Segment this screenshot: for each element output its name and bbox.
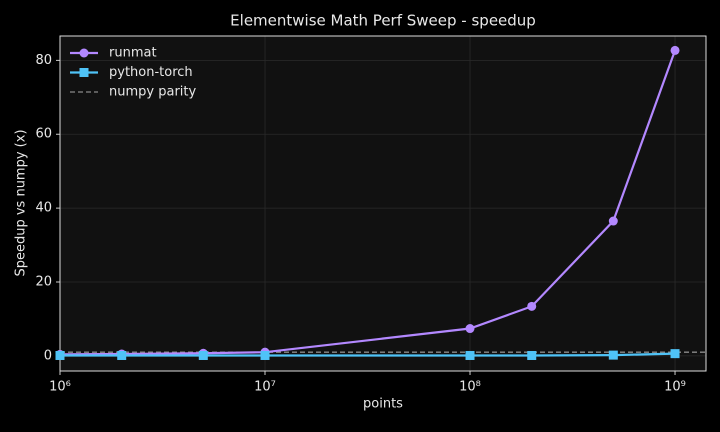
x-tick-label: 10⁸ <box>459 380 481 395</box>
y-tick-label: 60 <box>35 127 52 142</box>
data-point <box>260 350 270 360</box>
data-point <box>608 216 618 226</box>
series-line <box>60 352 676 357</box>
data-point <box>465 324 475 334</box>
legend-marker <box>79 48 89 58</box>
axes-frame <box>59 35 707 372</box>
data-point <box>527 301 537 311</box>
chart-title: Elementwise Math Perf Sweep - speedup <box>230 12 536 30</box>
legend-label: numpy parity <box>109 85 196 100</box>
data-point <box>608 350 618 360</box>
y-tick-label: 40 <box>35 201 52 216</box>
y-tick-label: 0 <box>44 348 52 363</box>
data-point <box>55 350 65 360</box>
plot-area <box>60 36 706 371</box>
legend-label: python-torch <box>109 65 193 80</box>
legend-marker <box>79 68 89 77</box>
x-tick-label: 10⁷ <box>254 380 276 395</box>
data-point <box>670 45 680 55</box>
data-point <box>198 350 208 360</box>
x-axis-label: points <box>363 397 403 412</box>
y-axis-label: Speedup vs numpy (x) <box>14 129 29 276</box>
data-point <box>670 349 680 359</box>
y-tick-label: 20 <box>35 274 52 289</box>
x-tick-label: 10⁶ <box>49 380 71 395</box>
data-point <box>465 350 475 360</box>
y-tick-label: 80 <box>35 53 52 68</box>
series-line <box>59 50 677 356</box>
legend-label: runmat <box>109 46 157 61</box>
x-tick-label: 10⁹ <box>664 380 686 395</box>
data-point <box>527 350 537 360</box>
data-point <box>117 350 127 360</box>
